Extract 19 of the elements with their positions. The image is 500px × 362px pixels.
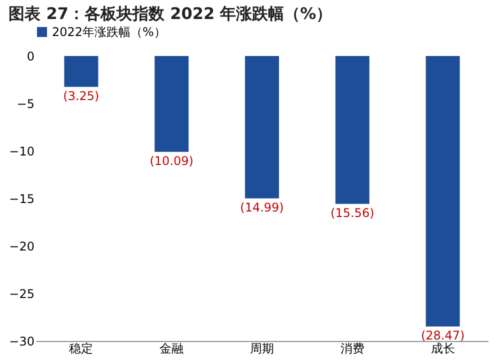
y-tick-label: −5 (16, 97, 34, 111)
legend-label: 2022年涨跌幅（%） (52, 25, 166, 39)
data-label: (3.25) (63, 88, 100, 103)
y-tick-label: −15 (9, 192, 34, 206)
x-tick-label: 金融 (160, 342, 184, 356)
y-tick-label: −20 (9, 240, 34, 254)
x-tick-label: 消费 (340, 342, 364, 356)
x-tick-label: 稳定 (69, 342, 94, 356)
y-tick-label: −30 (9, 334, 34, 348)
data-label: (28.47) (420, 328, 465, 342)
chart-title: 图表 27：各板块指数 2022 年涨跌幅（%） (8, 4, 332, 23)
x-tick-label: 周期 (250, 342, 274, 356)
y-tick-label: −25 (9, 287, 34, 301)
y-tick-label: 0 (26, 50, 34, 64)
x-tick-label: 成长 (430, 342, 455, 356)
data-label: (10.09) (150, 154, 194, 168)
data-label: (14.99) (240, 200, 284, 214)
data-label: (15.56) (330, 206, 374, 220)
y-tick-label: −10 (9, 144, 34, 158)
